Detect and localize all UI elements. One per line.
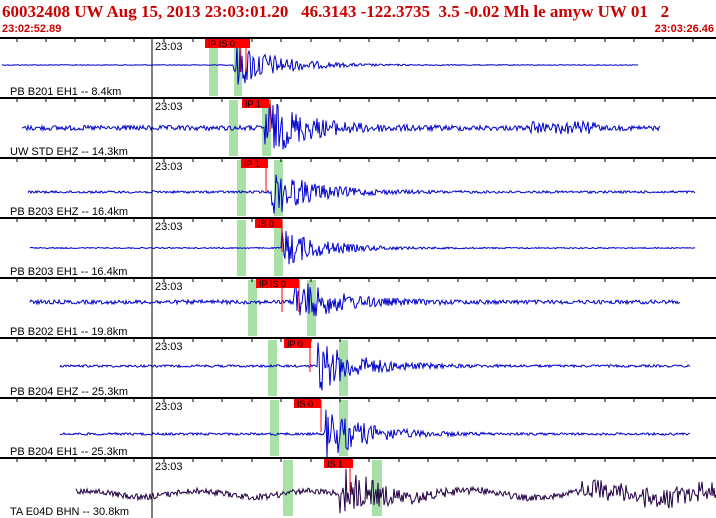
waveform-trace[interactable] (27, 174, 696, 214)
event-title: 60032408 UW Aug 15, 2013 23:03:01.20 46.… (2, 2, 670, 21)
minute-label: 23:03 (155, 221, 183, 233)
waveform-trace[interactable] (59, 409, 691, 459)
station-label: PB B203 EH1 -- 16.4km (10, 266, 127, 278)
pick-flag[interactable] (294, 399, 321, 408)
pick-label: IP IS 0 (259, 279, 286, 289)
pick-label: IP 1 (245, 99, 261, 109)
pick-window (283, 460, 293, 516)
minute-label: 23:03 (155, 41, 183, 53)
station-label: PB B204 EH1 -- 25.3km (10, 446, 127, 458)
pick-flag[interactable] (241, 159, 268, 168)
minute-label: 23:03 (155, 101, 183, 113)
station-label: TA E04D BHN -- 30.8km (10, 506, 129, 518)
pick-label: IP 1 (244, 159, 260, 169)
station-label: UW STD EHZ -- 14.3km (10, 146, 128, 158)
pick-label: IP 0 (287, 339, 303, 349)
minute-label: 23:03 (155, 461, 183, 473)
waveform-trace[interactable] (21, 103, 661, 150)
header: 60032408 UW Aug 15, 2013 23:03:01.20 46.… (0, 0, 716, 38)
pick-label: IS 0 (258, 219, 274, 229)
minute-label: 23:03 (155, 161, 183, 173)
minute-label: 23:03 (155, 401, 183, 413)
minute-label: 23:03 (155, 281, 183, 293)
pick-flag[interactable] (256, 279, 299, 288)
start-time: 23:02:52.89 (2, 23, 62, 35)
station-label: PB B202 EH1 -- 19.8km (10, 326, 127, 338)
pick-label: IS 1 (327, 459, 343, 469)
pick-window (248, 280, 257, 336)
pick-flag[interactable] (284, 339, 311, 348)
pick-flag[interactable] (324, 459, 353, 468)
station-label: PB B201 EH1 -- 8.4km (10, 86, 121, 98)
end-time: 23:03:26.46 (654, 23, 714, 35)
waveform-trace[interactable] (75, 468, 716, 514)
pick-window (339, 400, 348, 456)
pick-window (372, 460, 382, 516)
waveform-trace[interactable] (29, 230, 696, 265)
station-label: PB B203 EHZ -- 16.4km (10, 206, 128, 218)
pick-window (237, 160, 246, 216)
pick-label: IP IS 0 (208, 39, 235, 49)
pick-label: IS 0 (297, 399, 313, 409)
pick-window (209, 40, 218, 96)
waveform-trace[interactable] (1, 43, 639, 85)
minute-label: 23:03 (155, 341, 183, 353)
station-label: PB B204 EHZ -- 25.3km (10, 386, 128, 398)
pick-flag[interactable] (255, 219, 282, 228)
waveform-trace[interactable] (59, 342, 691, 391)
pick-window (268, 340, 277, 396)
pick-window (229, 100, 238, 156)
waveform-trace[interactable] (29, 283, 681, 317)
pick-flag[interactable] (205, 39, 250, 48)
pick-flag[interactable] (242, 99, 269, 108)
pick-window (270, 400, 279, 456)
